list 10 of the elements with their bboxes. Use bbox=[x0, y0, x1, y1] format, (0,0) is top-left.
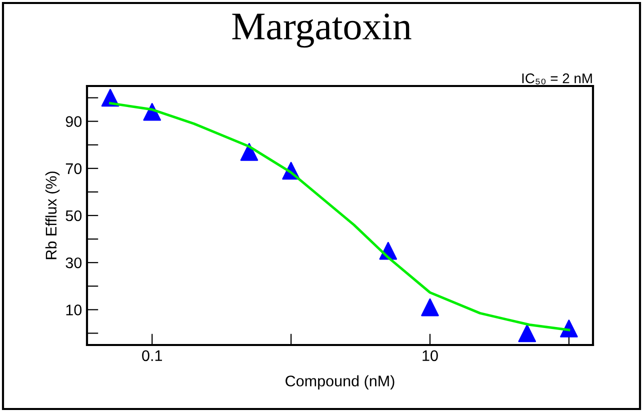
y-tick-label: 70 bbox=[66, 163, 82, 174]
x-tick-label: 0.1 bbox=[142, 350, 162, 362]
text: IC₅₀ = 2 nM bbox=[522, 73, 592, 84]
y-tick-label: 90 bbox=[66, 116, 82, 128]
x-axis-title: Compound (nM) bbox=[286, 375, 394, 390]
y-tick-label: 10 bbox=[66, 304, 82, 316]
y-axis-title: Rb Efflux (%) bbox=[45, 172, 60, 260]
chart-title: Margatoxin bbox=[232, 13, 412, 48]
y-tick-label: 30 bbox=[66, 257, 82, 268]
y-tick-label: 50 bbox=[66, 210, 82, 222]
